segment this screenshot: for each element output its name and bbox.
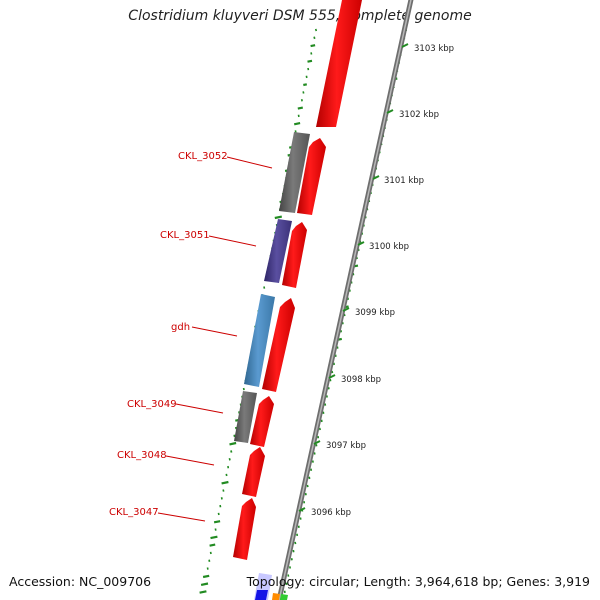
scale-label: 3101 kbp [384, 176, 424, 186]
gc-dot [200, 582, 209, 586]
gc-dot [303, 83, 308, 87]
gene-feature-orange[interactable] [272, 593, 280, 600]
gc-dot [307, 59, 313, 63]
gene-label-ckl3049[interactable]: CKL_3049 [127, 399, 177, 410]
map-title: Clostridium kluyveri DSM 555, complete g… [128, 8, 472, 24]
gene-label-ckl3047[interactable]: CKL_3047 [109, 507, 159, 518]
gene-label-ckl3052[interactable]: CKL_3052 [178, 151, 228, 162]
scale-label: 3103 kbp [414, 44, 454, 54]
scale-label: 3098 kbp [341, 375, 381, 385]
gene-features [233, 0, 362, 600]
scale-label: 3100 kbp [369, 242, 409, 252]
gene-feature-forward[interactable] [262, 298, 295, 392]
gene-feature-forward[interactable] [297, 138, 326, 215]
gc-dot [229, 441, 237, 446]
gene-feature-forward[interactable] [250, 396, 274, 447]
gene-label-gdh[interactable]: gdh [171, 322, 190, 333]
scale-label: 3099 kbp [355, 308, 395, 318]
gc-dot [310, 44, 316, 48]
gene-feature-ckl3047[interactable] [233, 498, 256, 560]
scale-label: 3097 kbp [326, 441, 366, 451]
gc-dot [210, 535, 218, 540]
gene-label-ckl3048[interactable]: CKL_3048 [117, 450, 167, 461]
gene-feature-ckl3049[interactable] [234, 391, 257, 443]
gc-dot [202, 574, 210, 579]
scale-label: 3102 kbp [399, 110, 439, 120]
gene-label-ckl3051[interactable]: CKL_3051 [160, 230, 210, 241]
gene-feature-forward[interactable] [316, 0, 362, 127]
genome-summary-text: Topology: circular; Length: 3,964,618 bp… [246, 574, 590, 589]
gc-dot [274, 215, 283, 220]
gene-feature-gdh[interactable] [244, 294, 275, 387]
scale-label: 3096 kbp [311, 508, 351, 518]
gene-feature-green[interactable] [280, 594, 288, 600]
accession-text: Accession: NC_009706 [9, 574, 152, 589]
gene-feature-ckl3052[interactable] [279, 132, 310, 213]
gc-dot [297, 106, 304, 110]
gc-dot [213, 520, 221, 524]
scale-ruler: 3103 kbp 3102 kbp 3101 kbp 3100 kbp 3099… [298, 43, 454, 518]
gc-dot [293, 122, 301, 126]
gene-feature-ckl3051[interactable] [264, 219, 292, 283]
gene-feature-forward[interactable] [282, 222, 307, 288]
gc-dot [199, 590, 207, 594]
gc-dot [221, 480, 229, 485]
gc-dot [209, 543, 216, 547]
gene-feature-blue[interactable] [255, 590, 268, 600]
gene-labels: CKL_3052 CKL_3051 gdh CKL_3049 CKL_3048 … [109, 151, 273, 522]
gene-feature-ckl3048[interactable] [242, 447, 265, 497]
